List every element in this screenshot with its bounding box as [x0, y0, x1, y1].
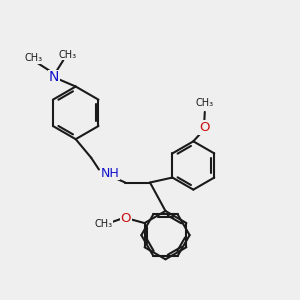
Text: NH: NH — [100, 167, 119, 180]
Text: O: O — [199, 121, 209, 134]
Text: CH₃: CH₃ — [59, 50, 77, 60]
Text: O: O — [121, 212, 131, 225]
Text: CH₃: CH₃ — [94, 219, 113, 229]
Text: N: N — [49, 70, 59, 84]
Text: CH₃: CH₃ — [25, 53, 43, 63]
Text: CH₃: CH₃ — [196, 98, 214, 108]
